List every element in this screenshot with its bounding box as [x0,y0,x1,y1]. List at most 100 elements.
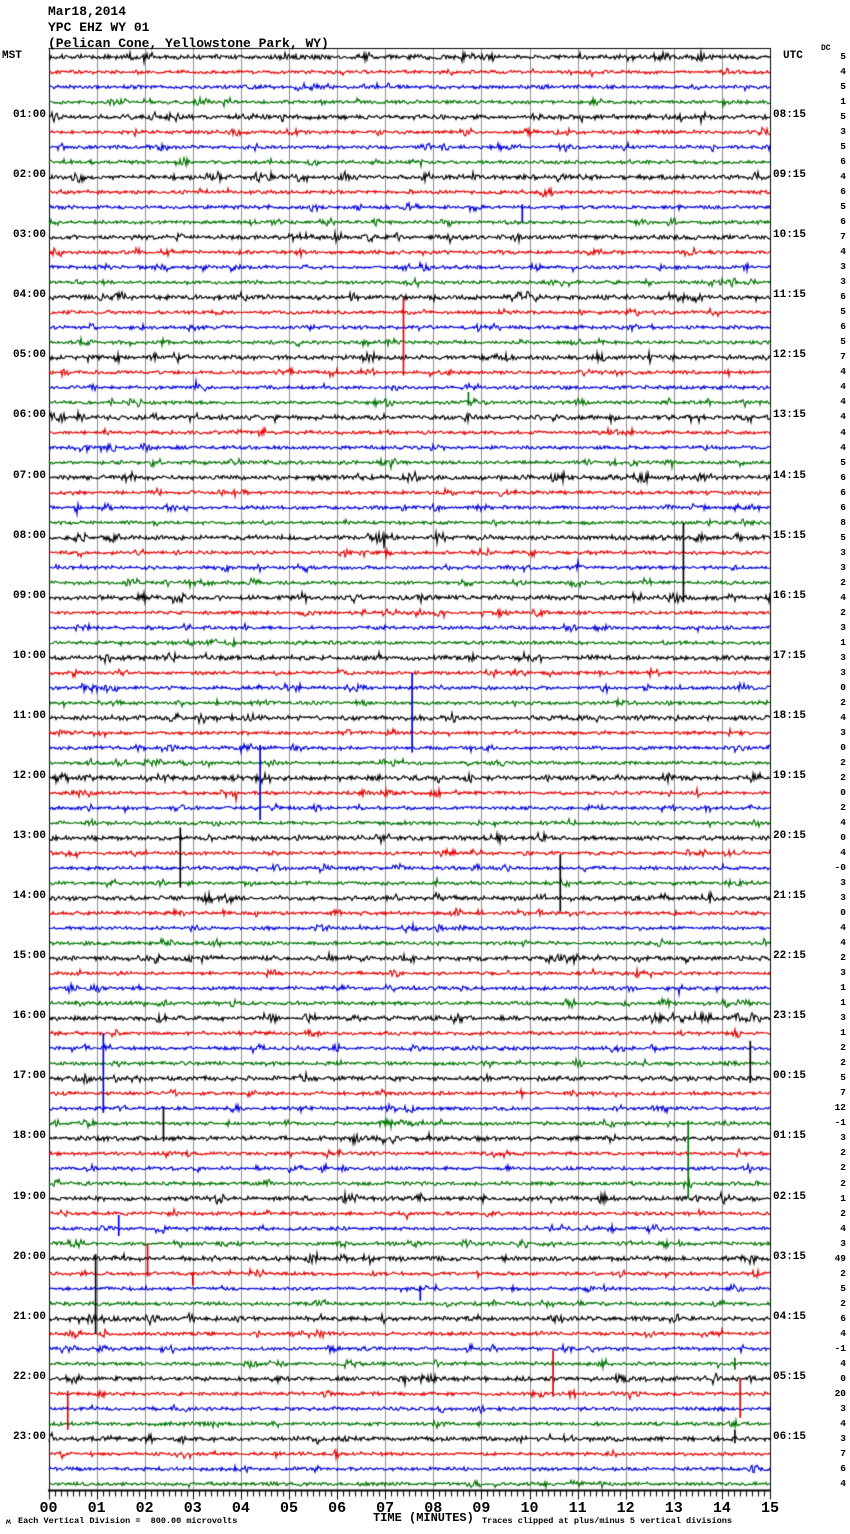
dc-offset-value: 3 [840,877,846,889]
dc-offset-value: 5 [840,111,846,123]
mst-hour-label: 11:00 [12,709,46,722]
mst-hour-label: 20:00 [12,1250,46,1263]
mst-hour-label: 10:00 [12,649,46,662]
utc-hour-label: 23:15 [773,1010,807,1023]
dc-offset-value: 4 [840,1417,846,1429]
x-axis-tick-label: 07 [376,1500,395,1517]
dc-offset-value: 5 [840,1282,846,1294]
mst-hour-label: 09:00 [12,589,46,602]
utc-hour-label: 10:15 [773,229,807,242]
dc-offset-value: -0 [834,862,846,874]
dc-offset-value: 6 [840,156,846,168]
dc-offset-value: 4 [840,411,846,423]
x-axis-tick-label: 03 [183,1500,202,1517]
dc-offset-value: 2 [840,606,846,618]
dc-offset-value: 7 [840,1447,846,1459]
dc-offset-value: 3 [840,651,846,663]
dc-offset-value: 6 [840,501,846,513]
dc-offset-value: 2 [840,771,846,783]
mst-hour-label: 16:00 [12,1010,46,1023]
utc-hour-label: 06:15 [773,1430,807,1443]
dc-offset-value: 2 [840,1207,846,1219]
utc-hour-label: 18:15 [773,709,807,722]
dc-offset-value: 2 [840,576,846,588]
x-axis-tick-label: 11 [568,1500,587,1517]
dc-offset-value: 4 [840,591,846,603]
dc-offset-value: 3 [840,1432,846,1444]
utc-hour-label: 01:15 [773,1130,807,1143]
dc-offset-value: 0 [840,741,846,753]
dc-offset-value: 3 [840,1012,846,1024]
dc-offset-value: 5 [840,306,846,318]
x-axis-tick-label: 10 [520,1500,539,1517]
utc-hour-label: 14:15 [773,469,807,482]
x-axis-tick-label: 08 [424,1500,443,1517]
utc-hour-label: 19:15 [773,769,807,782]
x-axis-title: TIME (MINUTES) [373,1511,474,1525]
dc-offset-value: 5 [840,456,846,468]
dc-offset-value: 20 [834,1387,846,1399]
dc-offset-value: 4 [840,246,846,258]
mst-hour-label: 19:00 [12,1190,46,1203]
x-axis-tick-label: 15 [760,1500,779,1517]
right-axis-label: UTC [783,50,803,62]
dc-offset-value: 1 [840,982,846,994]
utc-hour-label: 17:15 [773,649,807,662]
dc-offset-value: 4 [840,711,846,723]
dc-offset-value: 2 [840,802,846,813]
x-axis-tick-label: 14 [712,1500,731,1517]
dc-offset-value: -1 [834,1117,846,1129]
dc-offset-value: 4 [840,426,846,438]
dc-offset-value: 4 [840,441,846,453]
mst-hour-label: 05:00 [12,349,46,362]
dc-offset-value: 4 [840,381,846,393]
dc-offset-value: 2 [840,1267,846,1279]
dc-offset-value: 4 [840,1222,846,1234]
dc-offset-value: 7 [840,351,846,363]
dc-offset-value: 1 [840,1027,846,1039]
dc-offset-value: 5 [840,336,846,348]
dc-offset-value: 0 [840,832,846,844]
dc-column-label: DC [821,44,831,53]
x-axis-tick-label: 05 [279,1500,298,1517]
dc-offset-value: 3 [840,126,846,138]
dc-offset-value: 49 [834,1252,846,1264]
dc-offset-value: 0 [840,907,846,919]
header-station-code: YPC EHZ WY 01 [48,20,150,35]
utc-hour-label: 15:15 [773,529,807,542]
dc-offset-value: 4 [840,847,846,859]
utc-hour-label: 22:15 [773,950,807,963]
dc-offset-value: 2 [840,696,846,708]
dc-offset-value: 4 [840,922,846,934]
mst-hour-label: 12:00 [12,769,46,782]
mst-hour-label: 07:00 [12,469,46,482]
dc-offset-value: 4 [840,1327,846,1339]
dc-offset-value: 2 [840,1297,846,1309]
dc-offset-value: 3 [840,276,846,288]
dc-offset-value: 7 [840,231,846,243]
utc-hour-label: 08:15 [773,109,807,122]
dc-offset-value: 3 [840,967,846,979]
mst-hour-label: 03:00 [12,229,46,242]
dc-offset-value: 5 [840,201,846,213]
dc-offset-value: 4 [840,66,846,78]
mst-hour-label: 04:00 [12,289,46,302]
dc-offset-value: 5 [840,141,846,153]
utc-hour-label: 11:15 [773,289,807,302]
dc-offset-value: 3 [840,726,846,738]
dc-offset-value: 2 [840,1057,846,1069]
waveform-mark-icon: ʍ [6,1518,11,1527]
dc-offset-value: 6 [840,291,846,303]
scale-note: Each Vertical Division = 800.00 microvol… [18,1516,238,1526]
x-axis-tick-label: 01 [87,1500,106,1517]
x-axis-tick-label: 06 [328,1500,347,1517]
dc-offset-value: 4 [840,366,846,378]
utc-hour-label: 02:15 [773,1190,807,1203]
dc-offset-value: 8 [840,516,846,528]
dc-offset-value: 1 [840,636,846,648]
dc-offset-value: 1 [840,96,846,108]
x-axis-tick-label: 02 [135,1500,154,1517]
dc-offset-value: 2 [840,1162,846,1174]
utc-hour-label: 00:15 [773,1070,807,1083]
